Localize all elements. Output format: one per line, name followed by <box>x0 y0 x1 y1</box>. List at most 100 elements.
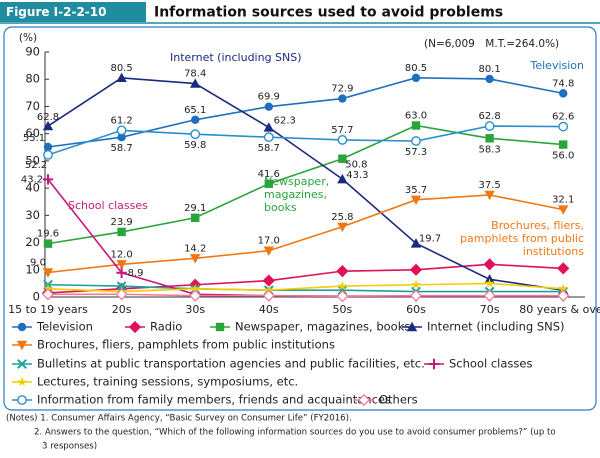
y-tick-label: 60 <box>25 126 40 140</box>
data-point <box>557 289 570 302</box>
data-label: 32.1 <box>552 195 574 206</box>
data-point <box>116 125 127 136</box>
data-point <box>336 265 349 278</box>
data-point <box>337 222 348 232</box>
series-line <box>48 293 564 297</box>
x-tick-label: 70s <box>480 303 500 316</box>
data-label: 56.0 <box>552 151 574 162</box>
data-label: 9.0 <box>30 258 46 269</box>
data-point <box>337 173 348 184</box>
data-point <box>42 268 54 278</box>
data-label: 78.4 <box>184 69 206 80</box>
data-point <box>116 72 127 83</box>
figure-label: Figure Ⅰ-2-2-10 <box>6 5 106 19</box>
note: 2. Answers to the question, “Which of th… <box>34 428 556 438</box>
annotation: pamphlets from public <box>460 232 584 245</box>
series-line <box>47 124 564 245</box>
annotation: Television <box>530 59 585 72</box>
legend-label: Television <box>36 320 93 334</box>
x-tick-label: 20s <box>112 303 132 316</box>
data-point <box>43 149 53 160</box>
data-point <box>411 73 421 83</box>
x-tick-label: 40s <box>259 303 279 316</box>
data-point <box>116 267 127 278</box>
data-point <box>410 195 422 206</box>
data-point <box>338 154 347 163</box>
data-point <box>485 134 494 143</box>
chart-frame <box>3 26 597 411</box>
data-label: 72.9 <box>331 84 353 95</box>
data-point <box>41 288 55 301</box>
series-line <box>47 77 564 148</box>
data-point <box>190 254 201 264</box>
data-label: 19.7 <box>419 233 441 244</box>
legend-label: Bulletins at public transportation agenc… <box>37 357 425 371</box>
annotation: Brochures, fliers, <box>491 219 584 232</box>
data-point <box>559 140 568 149</box>
subtitle: (N=6,009 M.T.=264.0%) <box>424 38 559 50</box>
legend-label: School classes <box>449 357 532 371</box>
data-label: 43.2 <box>21 174 43 185</box>
data-label: 14.2 <box>184 243 206 254</box>
data-label: 57.7 <box>331 125 353 136</box>
data-label: 55.1 <box>23 133 45 144</box>
y-tick-label: 50 <box>25 153 40 167</box>
legend-marker <box>406 321 418 332</box>
data-label: 80.1 <box>478 64 500 75</box>
data-point <box>190 129 201 140</box>
legend-label: Brochures, fliers, pamphlets from public… <box>37 338 335 352</box>
y-tick-label: 30 <box>25 208 40 222</box>
data-label: 62.3 <box>274 115 296 126</box>
y-tick-label: 90 <box>25 45 40 59</box>
legend-marker <box>17 376 27 387</box>
legend-label: Internet (including SNS) <box>427 320 565 334</box>
legend-label: Others <box>379 393 418 407</box>
data-point <box>117 227 126 237</box>
series-line <box>47 77 564 291</box>
data-point <box>191 213 200 222</box>
data-point <box>43 239 53 248</box>
data-point <box>190 78 201 88</box>
data-point <box>484 278 495 288</box>
legend-marker <box>17 322 27 332</box>
data-point <box>42 174 54 185</box>
data-point <box>191 115 200 124</box>
data-label: 58.3 <box>478 144 500 155</box>
x-tick-label: 50s <box>333 303 353 316</box>
data-label: 37.5 <box>478 180 500 191</box>
note: 3 responses) <box>42 442 97 452</box>
data-label: 65.1 <box>184 105 206 116</box>
data-point <box>558 283 569 294</box>
data-label: 69.9 <box>258 92 280 103</box>
data-label: 19.6 <box>37 229 59 240</box>
data-point <box>411 279 421 289</box>
data-point <box>264 179 273 188</box>
data-label: 80.5 <box>110 63 132 74</box>
data-point <box>409 289 423 302</box>
data-point <box>409 263 423 276</box>
data-label: 58.7 <box>258 143 280 154</box>
data-point <box>337 280 348 291</box>
data-point <box>484 121 495 131</box>
data-label: 41.6 <box>258 169 280 180</box>
data-label: 74.8 <box>552 78 574 89</box>
y-tick-label: 70 <box>25 99 40 113</box>
data-point <box>338 94 347 103</box>
data-point <box>42 120 54 131</box>
legend-marker <box>128 320 142 334</box>
data-point <box>117 133 126 142</box>
data-label: 12.0 <box>110 249 132 260</box>
data-label: 61.2 <box>110 115 132 126</box>
legend-marker <box>17 359 27 369</box>
annotation: Newspaper, <box>264 175 329 188</box>
legend-label: Radio <box>150 320 182 334</box>
data-point <box>485 74 494 84</box>
y-axis-label: (%) <box>19 32 37 44</box>
data-point <box>411 136 421 146</box>
data-point <box>263 122 274 132</box>
legend-marker <box>17 395 27 405</box>
y-tick-label: 0 <box>33 290 40 304</box>
legend-marker <box>16 340 28 351</box>
data-point <box>411 121 421 130</box>
